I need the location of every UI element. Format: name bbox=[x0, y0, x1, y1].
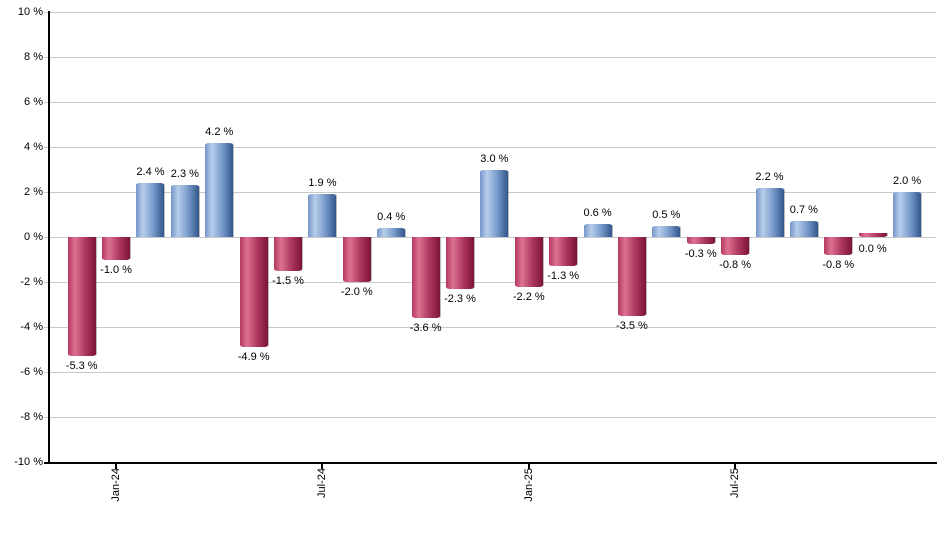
x-tick-label: Jul-24 bbox=[316, 468, 329, 498]
x-axis-line bbox=[44, 462, 937, 464]
y-tick-label: 2 % bbox=[24, 186, 43, 198]
y-tick-label: -6 % bbox=[20, 366, 43, 378]
bar-11 bbox=[445, 237, 474, 289]
bar-value-label: -1.3 % bbox=[547, 270, 580, 283]
bar-10 bbox=[411, 237, 440, 318]
bar-value-label: 2.3 % bbox=[170, 168, 199, 181]
y-tick-label: 10 % bbox=[17, 6, 43, 18]
gridline bbox=[44, 327, 936, 328]
bar-value-label: -3.5 % bbox=[616, 319, 648, 332]
bar-value-label: -4.9 % bbox=[237, 351, 270, 364]
bar-6 bbox=[274, 237, 303, 271]
bar-value-label: 0.5 % bbox=[652, 208, 681, 221]
y-tick-label: -8 % bbox=[20, 411, 43, 423]
bar-24 bbox=[893, 192, 922, 237]
bar-3 bbox=[170, 185, 199, 237]
bar-value-label: 3.0 % bbox=[480, 152, 509, 165]
bar-value-label: 0.4 % bbox=[377, 211, 406, 223]
bar-value-label: -1.0 % bbox=[100, 263, 132, 276]
bar-18 bbox=[686, 237, 715, 244]
bar-4 bbox=[205, 142, 234, 237]
y-tick-label: 6 % bbox=[24, 96, 43, 108]
gridline bbox=[44, 147, 936, 148]
bar-19 bbox=[721, 237, 750, 255]
bar-value-label: -2.0 % bbox=[340, 286, 373, 298]
bar-9 bbox=[377, 228, 406, 237]
x-tick-label: Jan-24 bbox=[110, 468, 123, 502]
x-tick-mark bbox=[527, 462, 530, 469]
gridline bbox=[44, 282, 936, 283]
y-tick-label: -2 % bbox=[20, 276, 43, 288]
gridline bbox=[44, 102, 936, 103]
bar-value-label: 2.4 % bbox=[136, 166, 165, 178]
gridline bbox=[44, 372, 936, 373]
x-tick-label: Jan-25 bbox=[522, 468, 535, 502]
bar-17 bbox=[652, 225, 681, 237]
y-tick-label: 8 % bbox=[24, 51, 43, 63]
bar-22 bbox=[824, 237, 853, 255]
bar-value-label: 2.0 % bbox=[892, 175, 922, 187]
bar-12 bbox=[480, 169, 509, 237]
bar-value-label: -1.5 % bbox=[272, 274, 304, 287]
bar-14 bbox=[549, 237, 578, 267]
y-tick-label: 0 % bbox=[24, 231, 43, 243]
gridline bbox=[44, 57, 936, 58]
bar-21 bbox=[789, 221, 818, 237]
bar-value-label: -0.8 % bbox=[719, 259, 751, 271]
bar-value-label: -0.3 % bbox=[684, 247, 717, 260]
bar-5 bbox=[239, 237, 268, 348]
bar-value-label: 1.9 % bbox=[308, 177, 337, 190]
bar-20 bbox=[755, 187, 784, 237]
bar-value-label: 4.2 % bbox=[205, 125, 234, 138]
bar-7 bbox=[308, 194, 337, 237]
bar-16 bbox=[617, 237, 646, 316]
y-tick-label: -4 % bbox=[20, 321, 43, 333]
gridline bbox=[44, 12, 936, 13]
x-tick-mark bbox=[321, 462, 324, 469]
bar-value-label: -0.8 % bbox=[822, 259, 855, 271]
x-tick-label: Jul-25 bbox=[729, 468, 742, 498]
bar-value-label: 0.7 % bbox=[789, 204, 818, 217]
bar-value-label: -2.3 % bbox=[444, 292, 476, 305]
y-tick-label: -10 % bbox=[14, 456, 43, 468]
y-axis-line bbox=[48, 11, 50, 464]
bar-value-label: -2.2 % bbox=[512, 290, 545, 303]
bar-8 bbox=[342, 237, 371, 282]
bar-13 bbox=[514, 237, 543, 287]
bar-value-label: -3.6 % bbox=[409, 322, 442, 334]
bar-value-label: -5.3 % bbox=[65, 360, 98, 373]
gridline bbox=[44, 417, 936, 418]
bar-23 bbox=[858, 232, 887, 237]
bar-0 bbox=[67, 237, 96, 357]
bar-value-label: 0.6 % bbox=[583, 206, 612, 219]
x-tick-mark bbox=[115, 462, 118, 469]
x-tick-mark bbox=[734, 462, 737, 469]
bar-2 bbox=[136, 183, 165, 237]
bar-value-label: 0.0 % bbox=[858, 243, 887, 255]
y-tick-label: 4 % bbox=[24, 141, 43, 153]
bar-value-label: 2.2 % bbox=[755, 170, 784, 183]
gridline bbox=[44, 237, 936, 238]
bar-15 bbox=[583, 223, 612, 237]
bar-1 bbox=[102, 237, 131, 260]
